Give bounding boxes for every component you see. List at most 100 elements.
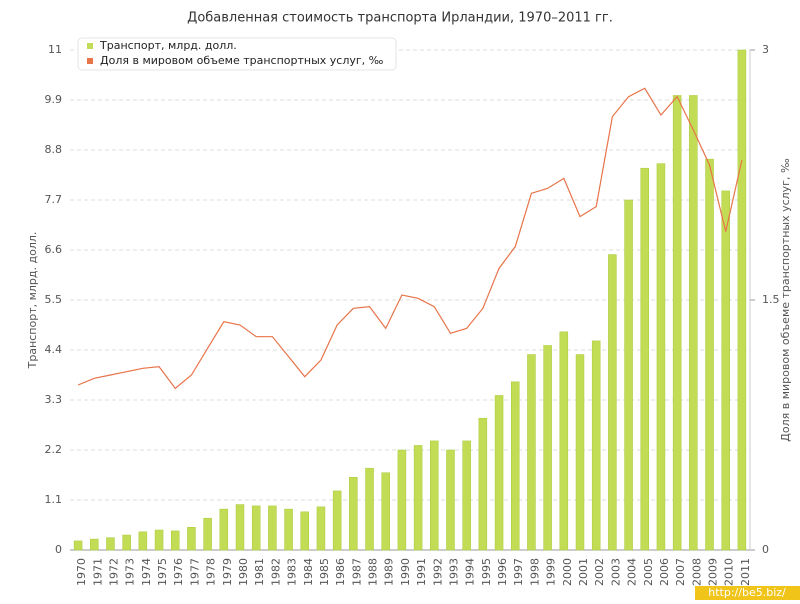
x-tick-label: 1980	[237, 558, 250, 586]
chart-title: Добавленная стоимость транспорта Ирланди…	[187, 11, 613, 26]
x-tick-label: 1976	[172, 558, 185, 586]
x-tick-label: 2007	[674, 558, 687, 586]
x-tick-label: 1983	[286, 558, 299, 586]
x-tick-label: 1994	[464, 558, 477, 586]
bar	[591, 340, 601, 551]
y-tick-label: 3.3	[45, 393, 63, 406]
y2-tick-label: 1.5	[762, 293, 780, 306]
bar	[349, 477, 358, 551]
bar	[219, 508, 229, 551]
x-tick-label: 2009	[707, 558, 720, 586]
x-tick-label: 2001	[577, 558, 590, 586]
bar	[527, 354, 536, 551]
bar	[462, 440, 471, 551]
x-tick-label: 1978	[205, 558, 218, 586]
x-tick-label: 1993	[447, 558, 460, 586]
x-tick-label: 1974	[140, 558, 153, 586]
bar	[430, 440, 439, 551]
x-tick-label: 1986	[334, 558, 347, 586]
bar	[106, 537, 115, 551]
legend-box	[77, 37, 397, 71]
bar	[284, 508, 293, 551]
line	[77, 87, 743, 390]
x-tick-label: 2008	[690, 558, 703, 586]
x-tick-label: 2003	[609, 558, 622, 586]
bar	[73, 540, 83, 551]
bar	[170, 530, 180, 551]
bar	[397, 449, 407, 551]
x-tick-label: 1984	[302, 558, 315, 586]
x-tick-label: 1985	[318, 558, 331, 586]
y-tick-label: 1.1	[45, 493, 63, 506]
legend-label: Доля в мировом объеме транспортных услуг…	[100, 54, 384, 67]
watermark: http://be5.biz/	[708, 586, 786, 599]
bar	[203, 517, 212, 551]
x-tick-label: 1998	[528, 558, 541, 586]
bar	[154, 529, 164, 551]
bar	[413, 445, 423, 551]
bar	[608, 254, 617, 551]
bar	[446, 449, 455, 551]
y-axis-label: Транспорт, млрд. долл.	[26, 232, 39, 370]
legend: Транспорт, млрд. долл. Доля в мировом объ…	[77, 37, 397, 71]
bar	[656, 163, 666, 551]
bar	[559, 331, 569, 551]
x-tick-label: 2002	[593, 558, 606, 586]
bar	[365, 467, 374, 551]
y-tick-label: 9.9	[45, 93, 63, 106]
x-tick-label: 2006	[658, 558, 671, 586]
bar	[721, 190, 730, 551]
bar	[624, 199, 633, 551]
bar	[689, 95, 698, 551]
legend-label: Транспорт, млрд. долл.	[99, 39, 237, 52]
bar	[494, 395, 504, 551]
y-tick-label: 0	[55, 543, 62, 556]
bar	[268, 505, 277, 551]
bar	[90, 538, 99, 551]
bar	[640, 167, 650, 551]
x-tick-label: 1990	[399, 558, 412, 586]
y2-tick-label: 0	[762, 543, 769, 556]
x-tick-label: 1971	[91, 558, 104, 586]
x-tick-label: 1995	[480, 558, 493, 586]
bar	[705, 158, 714, 551]
bar	[575, 354, 585, 551]
x-tick-label: 1996	[496, 558, 509, 586]
legend-swatch	[87, 58, 93, 64]
x-tick-label: 2011	[739, 558, 752, 586]
bar	[187, 527, 196, 551]
x-tick-label: 1981	[253, 558, 266, 586]
x-tick-label: 1970	[75, 558, 88, 586]
x-tick-label: 1991	[415, 558, 428, 586]
bar	[332, 490, 342, 551]
x-tick-label: 2005	[642, 558, 655, 586]
bar	[737, 49, 747, 551]
x-tick-label: 2010	[723, 558, 736, 586]
x-tick-label: 2000	[561, 558, 574, 586]
y-tick-label: 8.8	[45, 143, 63, 156]
bar	[235, 504, 245, 551]
y2-axis-label: Доля в мировом объеме транспортных услуг…	[779, 158, 792, 442]
x-tick-label: 1973	[124, 558, 137, 586]
x-tick-label: 2004	[626, 558, 639, 586]
y-tick-label: 6.6	[45, 243, 63, 256]
y-tick-label: 11	[48, 43, 62, 56]
x-tick-label: 1977	[188, 558, 201, 586]
bar	[122, 534, 131, 551]
bar	[510, 381, 520, 551]
x-tick-label: 1992	[431, 558, 444, 586]
bar	[251, 505, 261, 551]
y2-tick-label: 3	[762, 43, 769, 56]
x-tick-label: 1988	[367, 558, 380, 586]
bar	[672, 95, 682, 551]
x-tick-label: 1972	[107, 558, 120, 586]
y-tick-label: 2.2	[45, 443, 63, 456]
y-tick-label: 7.7	[45, 193, 63, 206]
y-tick-label: 5.5	[45, 293, 63, 306]
legend-swatch	[87, 43, 93, 49]
y-tick-label: 4.4	[45, 343, 63, 356]
x-tick-label: 1982	[269, 558, 282, 586]
bar	[543, 345, 552, 551]
bar	[300, 511, 310, 551]
